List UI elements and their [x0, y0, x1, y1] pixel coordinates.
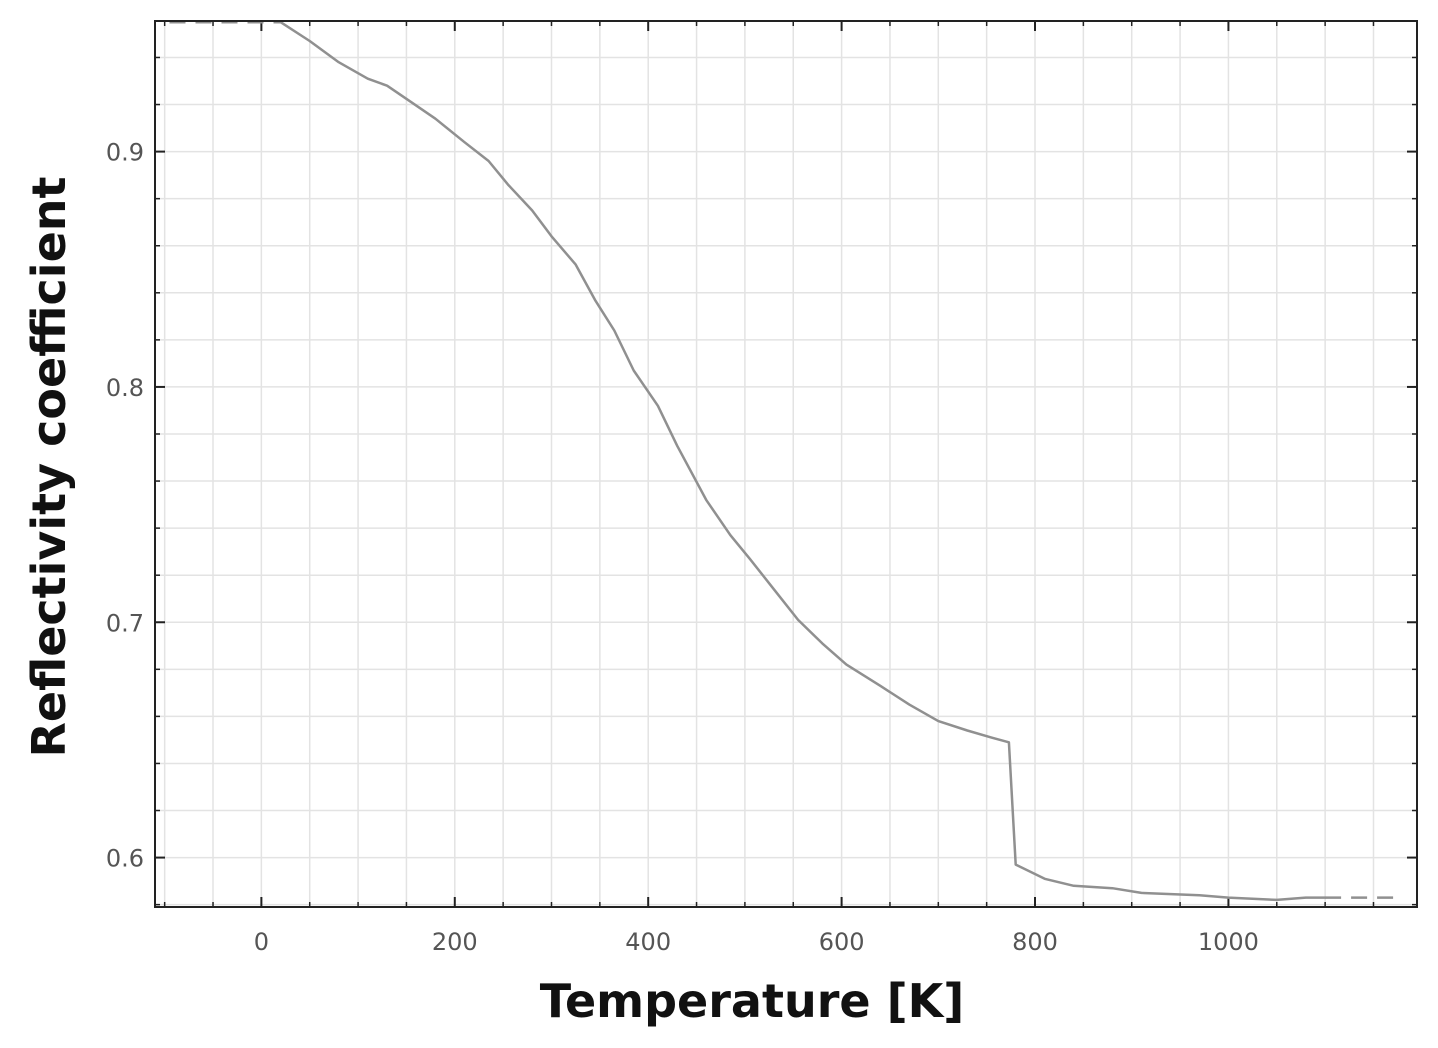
series-layer [169, 20, 1403, 902]
x-axis-title: Temperature [K] [540, 974, 965, 1028]
grid-layer [155, 21, 1417, 907]
series-line-reflectivity [279, 20, 1327, 902]
labels-layer: 0 200 400 600 800 1000 0.6 0.7 0.8 0.9 [106, 139, 1259, 956]
y-axis-title: Reflectivity coefficient [22, 176, 76, 757]
x-tick-label: 600 [819, 928, 865, 956]
plot-frame [154, 20, 1418, 908]
x-tick-label: 400 [625, 928, 671, 956]
y-tick-label: 0.6 [106, 845, 144, 873]
x-tick-label: 200 [432, 928, 478, 956]
y-tick-label: 0.9 [106, 139, 144, 167]
x-tick-label: 1000 [1198, 928, 1259, 956]
x-tick-label: 800 [1012, 928, 1058, 956]
y-tick-label: 0.8 [106, 374, 144, 402]
x-tick-label: 0 [254, 928, 269, 956]
y-tick-label: 0.7 [106, 609, 144, 637]
